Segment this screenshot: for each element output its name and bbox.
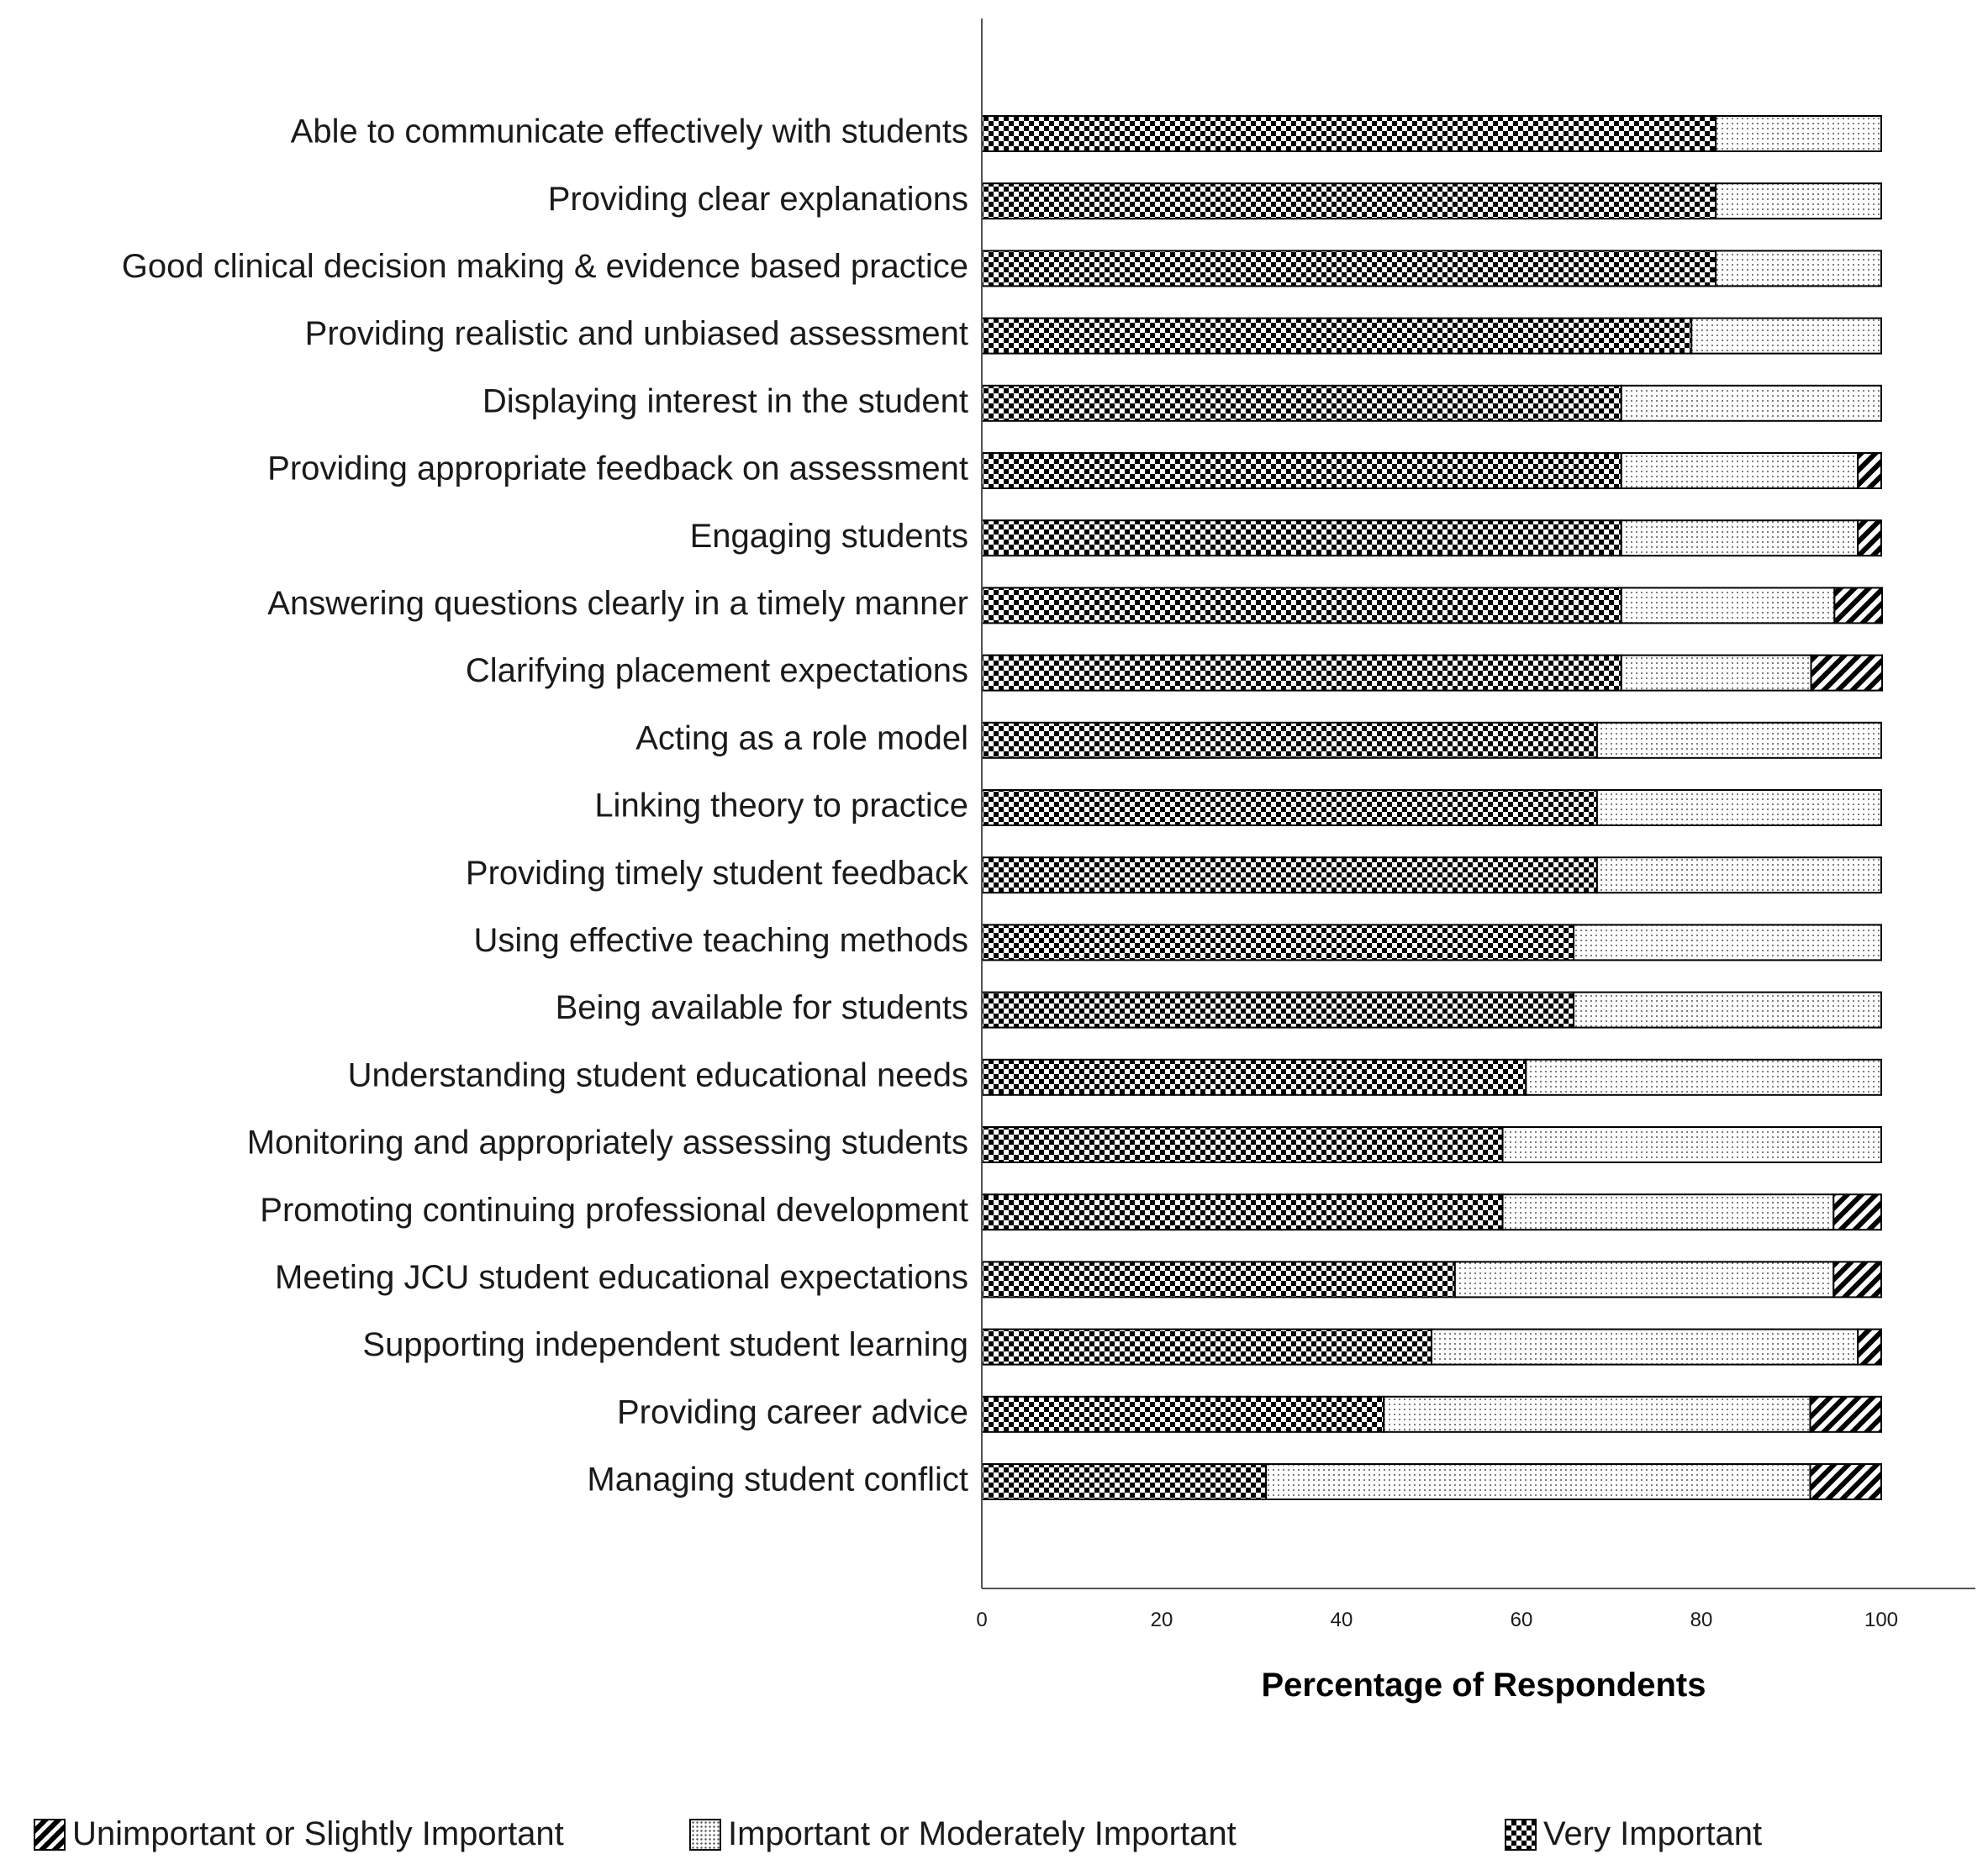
category-label-answering-questions-clearly-in-a-timely-manner: Answering questions clearly in a timely … xyxy=(267,585,968,622)
bar-unimportant-or-slightly-important-7 xyxy=(1857,519,1882,557)
category-label-meeting-jcu-student-educational-expectations: Meeting JCU student educational expectat… xyxy=(275,1259,968,1296)
x-tick-label-0: 0 xyxy=(976,1609,987,1631)
category-label-providing-appropriate-feedback-on-assessment: Providing appropriate feedback on assess… xyxy=(267,450,968,487)
legend-swatch-important xyxy=(689,1818,721,1851)
bar-very-important-7 xyxy=(981,519,1622,557)
legend-label-unimportant: Unimportant or Slightly Important xyxy=(72,1815,564,1852)
bar-very-important-11 xyxy=(981,789,1598,826)
bar-unimportant-or-slightly-important-21 xyxy=(1809,1463,1882,1500)
legend-item-unimportant: Unimportant or Slightly Important xyxy=(34,1815,564,1853)
bar-very-important-19 xyxy=(981,1328,1432,1366)
category-label-understanding-student-educational-needs: Understanding student educational needs xyxy=(348,1056,968,1093)
bar-very-important-16 xyxy=(981,1126,1504,1163)
bar-very-important-9 xyxy=(981,654,1622,692)
legend-item-important: Important or Moderately Important xyxy=(689,1815,1237,1853)
category-label-being-available-for-students: Being available for students xyxy=(556,989,968,1026)
category-label-providing-career-advice: Providing career advice xyxy=(617,1393,968,1430)
bar-important-or-moderately-important-7 xyxy=(1620,519,1859,557)
bar-unimportant-or-slightly-important-9 xyxy=(1810,654,1884,692)
legend-item-very-important: Very Important xyxy=(1505,1815,1762,1853)
x-axis-title: Percentage of Respondents xyxy=(1261,1667,1706,1704)
category-label-using-effective-teaching-methods: Using effective teaching methods xyxy=(474,922,969,959)
chart-legend: Unimportant or Slightly Important Import… xyxy=(25,1815,1959,1866)
bar-important-or-moderately-important-14 xyxy=(1573,991,1883,1029)
x-tick-label-80: 80 xyxy=(1690,1609,1713,1631)
category-label-able-to-communicate-effectively-with-students: Able to communicate effectively with stu… xyxy=(291,113,968,150)
category-label-displaying-interest-in-the-student: Displaying interest in the student xyxy=(482,382,968,419)
bar-very-important-18 xyxy=(981,1261,1456,1298)
bar-unimportant-or-slightly-important-18 xyxy=(1832,1261,1883,1298)
category-label-monitoring-and-appropriately-assessing-students: Monitoring and appropriately assessing s… xyxy=(247,1125,968,1162)
category-label-supporting-independent-student-learning: Supporting independent student learning xyxy=(362,1326,968,1363)
x-tick-label-40: 40 xyxy=(1331,1609,1353,1631)
bar-unimportant-or-slightly-important-19 xyxy=(1857,1328,1882,1366)
bar-unimportant-or-slightly-important-8 xyxy=(1833,587,1884,624)
bar-unimportant-or-slightly-important-17 xyxy=(1832,1193,1883,1231)
category-label-providing-clear-explanations: Providing clear explanations xyxy=(548,181,968,218)
category-label-promoting-continuing-professional-development: Promoting continuing professional develo… xyxy=(260,1192,968,1229)
bar-important-or-moderately-important-8 xyxy=(1620,587,1836,624)
legend-label-important: Important or Moderately Important xyxy=(728,1815,1237,1852)
category-label-providing-timely-student-feedback: Providing timely student feedback xyxy=(466,855,969,892)
category-label-managing-student-conflict: Managing student conflict xyxy=(587,1462,968,1499)
bar-important-or-moderately-important-19 xyxy=(1431,1328,1859,1366)
bar-very-important-20 xyxy=(981,1395,1385,1433)
bar-important-or-moderately-important-21 xyxy=(1265,1463,1811,1500)
bar-very-important-8 xyxy=(981,587,1622,624)
bar-unimportant-or-slightly-important-6 xyxy=(1857,452,1882,489)
bar-very-important-3 xyxy=(981,250,1717,287)
bar-very-important-2 xyxy=(981,182,1717,220)
bar-very-important-17 xyxy=(981,1193,1504,1231)
bar-important-or-moderately-important-3 xyxy=(1715,250,1882,287)
bar-important-or-moderately-important-15 xyxy=(1525,1058,1882,1096)
category-label-clarifying-placement-expectations: Clarifying placement expectations xyxy=(466,652,968,689)
x-tick-label-20: 20 xyxy=(1151,1609,1173,1631)
legend-label-very-important: Very Important xyxy=(1543,1815,1763,1852)
bar-very-important-12 xyxy=(981,856,1598,894)
bar-important-or-moderately-important-1 xyxy=(1715,115,1882,152)
legend-swatch-unimportant xyxy=(34,1818,66,1851)
bar-important-or-moderately-important-17 xyxy=(1501,1193,1835,1231)
x-tick-label-60: 60 xyxy=(1511,1609,1533,1631)
bar-very-important-5 xyxy=(981,384,1622,422)
legend-swatch-very-important xyxy=(1505,1818,1537,1851)
bar-important-or-moderately-important-20 xyxy=(1383,1395,1811,1433)
bar-important-or-moderately-important-4 xyxy=(1690,317,1882,355)
category-label-linking-theory-to-practice: Linking theory to practice xyxy=(594,788,968,824)
bar-important-or-moderately-important-5 xyxy=(1620,384,1883,422)
bar-important-or-moderately-important-18 xyxy=(1453,1261,1835,1298)
bar-very-important-13 xyxy=(981,924,1575,961)
category-label-providing-realistic-and-unbiased-assessment: Providing realistic and unbiased assessm… xyxy=(305,315,968,352)
bar-very-important-1 xyxy=(981,115,1717,152)
bar-important-or-moderately-important-2 xyxy=(1715,182,1882,220)
bar-very-important-14 xyxy=(981,991,1575,1029)
bar-very-important-21 xyxy=(981,1463,1268,1500)
bar-important-or-moderately-important-13 xyxy=(1573,924,1883,961)
x-tick-label-100: 100 xyxy=(1864,1609,1898,1631)
bar-very-important-4 xyxy=(981,317,1693,355)
category-label-good-clinical-decision-making-and-evidence-based-practice: Good clinical decision making & evidence… xyxy=(122,248,968,285)
bar-unimportant-or-slightly-important-20 xyxy=(1809,1395,1882,1433)
bar-important-or-moderately-important-9 xyxy=(1620,654,1812,692)
category-label-engaging-students: Engaging students xyxy=(690,518,968,555)
bar-important-or-moderately-important-10 xyxy=(1595,721,1882,759)
bar-important-or-moderately-important-12 xyxy=(1595,856,1882,894)
category-label-acting-as-a-role-model: Acting as a role model xyxy=(635,719,968,756)
bar-very-important-10 xyxy=(981,721,1598,759)
bar-important-or-moderately-important-11 xyxy=(1595,789,1882,826)
bar-very-important-15 xyxy=(981,1058,1527,1096)
bar-very-important-6 xyxy=(981,452,1622,489)
bar-important-or-moderately-important-6 xyxy=(1620,452,1859,489)
bar-important-or-moderately-important-16 xyxy=(1501,1126,1883,1163)
